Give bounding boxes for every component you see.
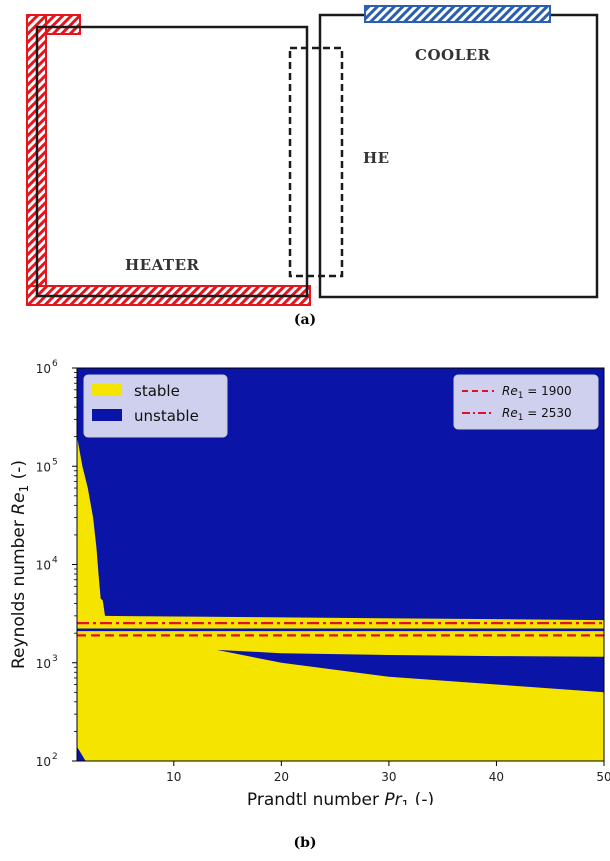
heat-exchanger-box [288, 46, 344, 278]
y-tick-label: 10 [36, 460, 51, 474]
heater-label: HEATER [125, 256, 200, 274]
legend-line-label-0: Re1 = 1900 [502, 384, 572, 401]
x-tick-label: 50 [596, 770, 610, 784]
unstable-band [77, 628, 604, 632]
caption-a: (a) [293, 312, 317, 328]
unstable-region-lower [195, 646, 604, 693]
x-axis-title: Prandtl number Pr1 (-) [247, 790, 434, 805]
y-tick-exponent: 6 [52, 359, 58, 369]
y-tick-label: 10 [36, 362, 51, 376]
x-tick-label: 30 [381, 770, 396, 784]
y-tick-exponent: 3 [52, 654, 58, 664]
y-tick-label: 10 [36, 559, 51, 573]
he-label: HE [363, 149, 390, 167]
heater-loop [35, 25, 309, 298]
legend-label-unstable: unstable [134, 407, 199, 425]
x-tick-label: 10 [166, 770, 181, 784]
legend-swatch-stable [92, 384, 122, 396]
legend-label-stable: stable [134, 382, 180, 400]
y-tick-label: 10 [36, 657, 51, 671]
y-tick-exponent: 5 [52, 457, 58, 467]
legend-line-label-1: Re1 = 2530 [502, 406, 572, 423]
cooler-label: COOLER [415, 46, 491, 64]
legend-swatch-unstable [92, 409, 122, 421]
x-tick-label: 40 [489, 770, 504, 784]
caption-b: (b) [293, 835, 317, 851]
unstable-sliver [77, 746, 86, 761]
loop-schematic: HEATER COOLER HE [26, 5, 599, 306]
cooler-element [364, 5, 551, 23]
y-tick-label: 10 [36, 755, 51, 769]
stable-notch [97, 598, 102, 609]
y-tick-exponent: 2 [52, 752, 58, 762]
y-tick-exponent: 4 [52, 556, 58, 566]
x-tick-label: 20 [274, 770, 289, 784]
y-axis-title: Reynolds number Re1 (-) [9, 460, 31, 669]
legend-lines-box [453, 374, 599, 430]
